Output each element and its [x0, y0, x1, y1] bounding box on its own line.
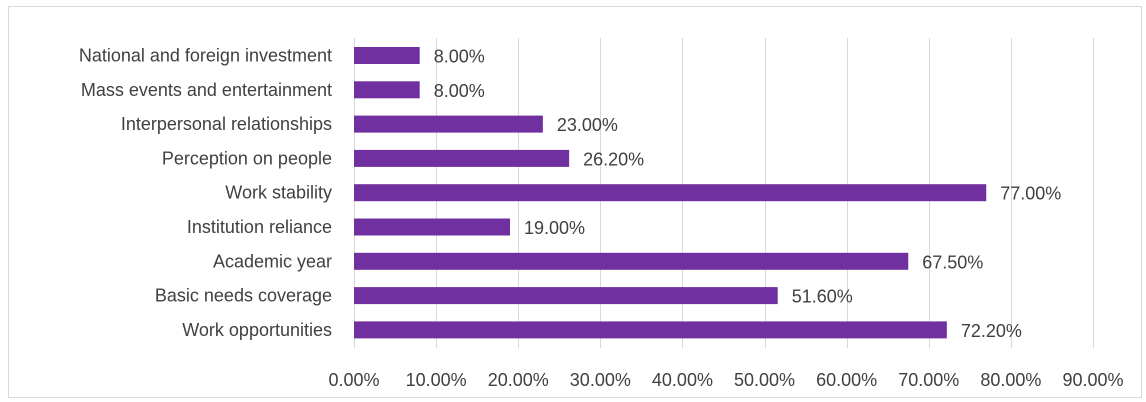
x-axis-tick-labels: 0.00% 10.00% 20.00% 30.00% 40.00% 50.00% 60.00… [328, 370, 1123, 390]
value-label-7: 51.60% [792, 287, 853, 307]
category-label-8: Work opportunities [182, 320, 332, 340]
bar-8 [354, 321, 947, 339]
value-label-6: 67.50% [922, 252, 983, 272]
bar-0 [354, 47, 420, 64]
value-label-5: 19.00% [524, 218, 585, 238]
bar-6 [354, 252, 909, 270]
x-tick-label-9: 90.00% [1062, 370, 1123, 390]
x-tick-label-7: 70.00% [898, 370, 959, 390]
category-label-2: Interpersonal relationships [121, 114, 332, 134]
x-tick-label-1: 10.00% [406, 370, 467, 390]
category-label-5: Institution reliance [187, 217, 332, 237]
bar-1 [354, 81, 420, 99]
value-label-1: 8.00% [434, 81, 485, 101]
value-label-4: 77.00% [1000, 184, 1061, 204]
category-label-6: Academic year [213, 251, 332, 271]
value-labels: 8.00% 8.00% 23.00% 26.20% 77.00% 19.00% 67.50%… [434, 47, 1062, 341]
bar-5 [354, 218, 511, 236]
bar-3 [354, 149, 570, 167]
x-tick-label-5: 50.00% [734, 370, 795, 390]
x-tick-label-3: 30.00% [570, 370, 631, 390]
category-label-1: Mass events and entertainment [81, 80, 332, 100]
x-tick-label-6: 60.00% [816, 370, 877, 390]
x-tick-label-4: 40.00% [652, 370, 713, 390]
value-label-3: 26.20% [583, 149, 644, 169]
bars [354, 47, 987, 339]
category-label-4: Work stability [225, 183, 332, 203]
bar-7 [354, 287, 778, 305]
x-tick-label-8: 80.00% [980, 370, 1041, 390]
value-label-0: 8.00% [434, 47, 485, 67]
value-label-8: 72.20% [961, 321, 1022, 341]
bar-2 [354, 115, 543, 133]
category-labels: National and foreign investment Mass even… [79, 46, 332, 340]
category-label-7: Basic needs coverage [155, 286, 332, 306]
category-label-3: Perception on people [162, 148, 332, 168]
x-tick-label-2: 20.00% [488, 370, 549, 390]
value-label-2: 23.00% [557, 115, 618, 135]
category-label-0: National and foreign investment [79, 46, 332, 66]
bar-4 [354, 184, 987, 202]
x-tick-label-0: 0.00% [328, 370, 379, 390]
